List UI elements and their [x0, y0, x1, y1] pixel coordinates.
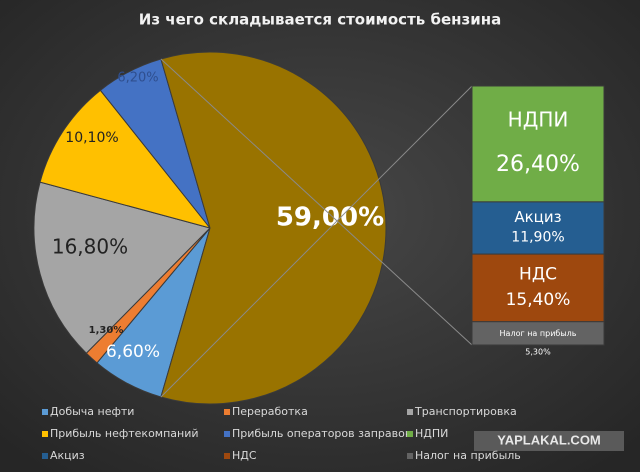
bar-category-label: Налог на прибыль: [500, 329, 577, 338]
legend-entry: Переработка: [232, 405, 308, 418]
legend-swatch: [407, 431, 413, 437]
bar-value-label: 15,40%: [506, 290, 571, 310]
legend-entry: НДС: [232, 449, 257, 462]
legend-entry: Прибыль нефтекомпаний: [50, 427, 199, 440]
pie-value-label: 6,60%: [106, 342, 160, 362]
legend-swatch: [224, 431, 230, 437]
watermark: YAPLAKAL.COM: [497, 432, 601, 447]
pie-slice: [160, 51, 387, 405]
connector: [160, 58, 473, 346]
bar-segment: [471, 201, 605, 255]
legend-entry: НДПИ: [415, 427, 448, 440]
bar-value-label: 11,90%: [511, 229, 564, 245]
legend-swatch: [42, 453, 48, 459]
connector: [160, 85, 473, 398]
bar-category-label: Акциз: [514, 208, 561, 226]
chart-title: Из чего складывается стоимость бензина: [139, 11, 501, 29]
legend-entry: Транспортировка: [414, 405, 517, 418]
bar-category-label: НДПИ: [508, 107, 569, 131]
pie-value-label: 1,30%: [89, 325, 124, 336]
legend-swatch: [407, 453, 413, 459]
pie-value-label: 6,20%: [117, 71, 158, 86]
legend-swatch: [224, 409, 230, 415]
pie-value-label: 16,80%: [52, 235, 128, 259]
bar-value-label: 26,40%: [496, 152, 580, 177]
bar-segment: [471, 321, 605, 346]
legend-entry: Налог на прибыль: [415, 449, 521, 462]
bar-category-label: НДС: [519, 264, 557, 284]
legend-swatch: [224, 453, 230, 459]
watermark-box: [474, 431, 624, 451]
pie-slice: [33, 181, 211, 354]
pie-value-label: 10,10%: [65, 130, 118, 146]
legend-entry: Акциз: [50, 449, 85, 462]
legend-swatch: [407, 409, 413, 415]
legend-entry: Прибыль операторов заправок: [232, 427, 412, 440]
legend-entry: Добыча нефти: [50, 405, 134, 418]
bar-value-label: 5,30%: [525, 348, 551, 357]
legend-swatch: [42, 431, 48, 437]
pie-slice: [39, 89, 212, 229]
bar-segment: [471, 253, 605, 323]
bar-segment: [471, 85, 605, 203]
legend-swatch: [42, 409, 48, 415]
